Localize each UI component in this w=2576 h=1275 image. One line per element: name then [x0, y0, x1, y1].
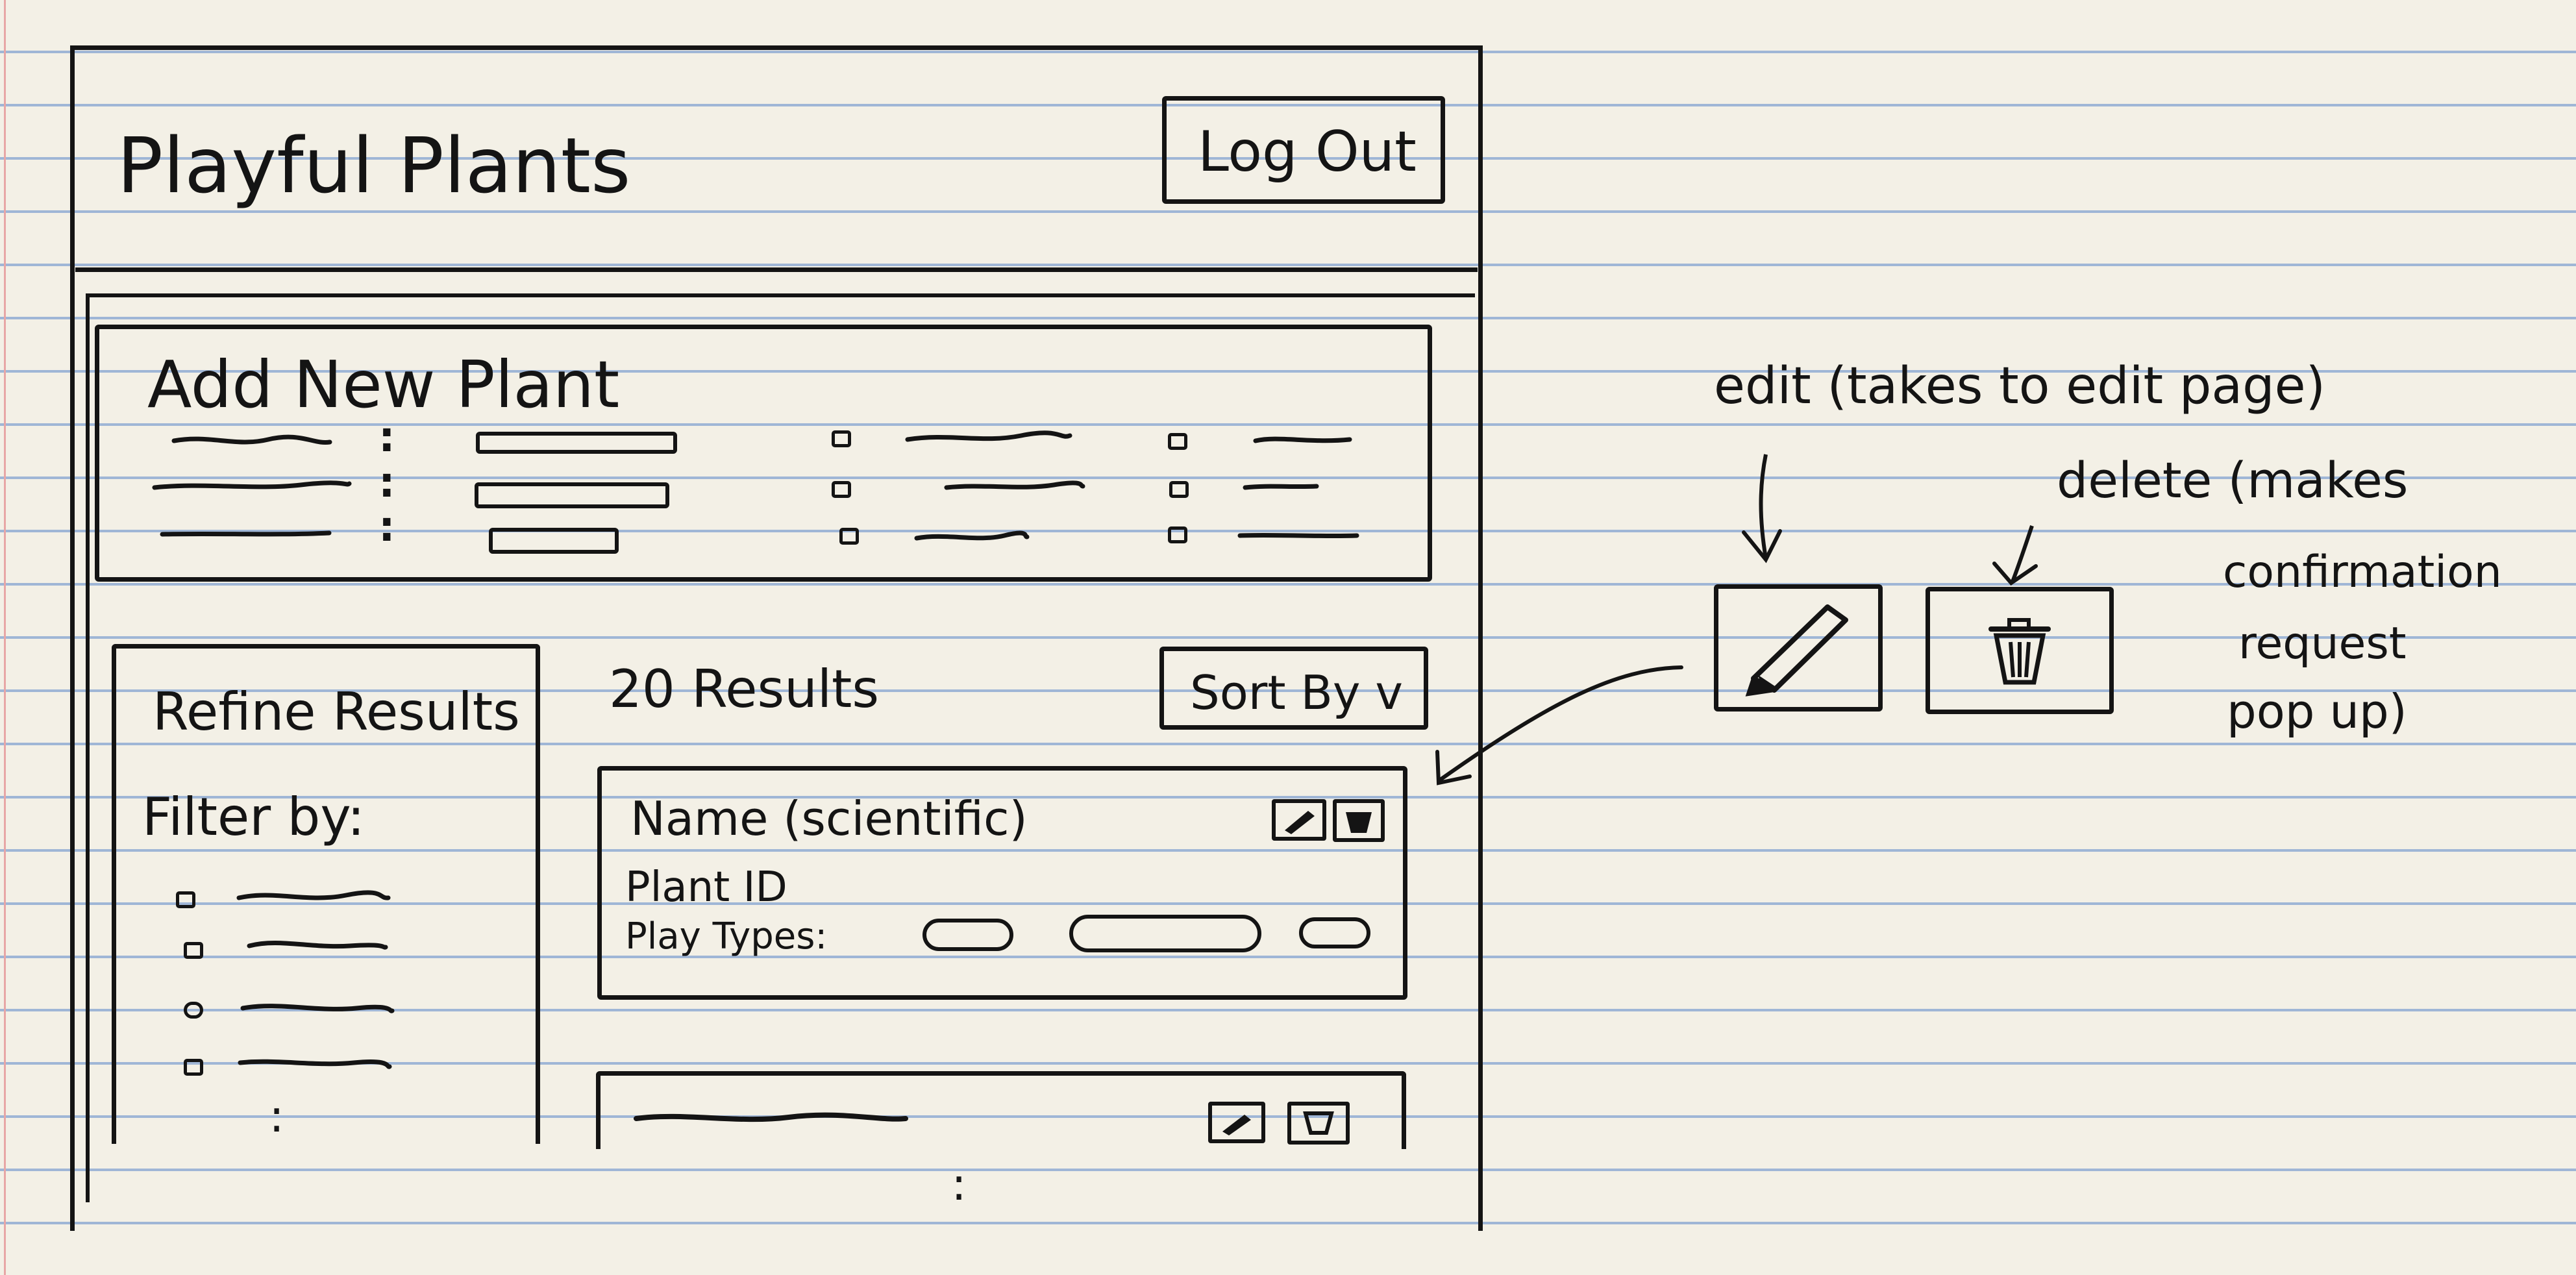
form-checkbox-label-2: [944, 480, 1085, 490]
card-delete-button[interactable]: [1333, 799, 1385, 842]
form-label-2: [152, 480, 352, 490]
card-edit-button[interactable]: [1208, 1102, 1265, 1143]
plant-card: [596, 1071, 1406, 1149]
page-frame: [70, 45, 1483, 1231]
delete-annotation-arrow: [1992, 525, 2038, 586]
form-input-2[interactable]: [475, 482, 669, 508]
pencil-icon: [1745, 604, 1848, 697]
pencil-icon: [1222, 1115, 1251, 1135]
notebook-margin-line: [4, 0, 6, 1275]
plant-id: Plant ID: [625, 863, 787, 911]
add-plant-form: Add New Plant : : :: [95, 325, 1432, 582]
filter-option-3: [240, 1004, 395, 1013]
edit-annotation: edit (takes to edit page): [1714, 357, 2326, 415]
delete-annotation-line-4: pop up): [2227, 684, 2407, 739]
form-input-3[interactable]: [489, 528, 619, 554]
edit-annotation-arrow: [1742, 454, 1782, 563]
form-label-1: [171, 434, 332, 445]
filter-checkbox-1[interactable]: [176, 891, 195, 908]
play-types-label: Play Types:: [625, 915, 828, 958]
form-checkbox-6[interactable]: [1168, 526, 1187, 543]
form-colon-2: :: [378, 459, 395, 507]
edit-icon-detail: [1714, 584, 1883, 712]
form-checkbox-label-3: [914, 530, 1030, 541]
form-checkbox-label-1: [905, 430, 1072, 442]
content-frame: [86, 293, 1475, 1202]
app-title: Playful Plants: [117, 121, 631, 210]
logout-button[interactable]: Log Out: [1162, 96, 1445, 204]
delete-annotation-line-1: delete (makes: [2057, 451, 2409, 509]
form-checkbox-1[interactable]: [832, 430, 851, 447]
header-divider: [75, 267, 1478, 272]
play-type-tag: [1299, 917, 1370, 948]
plant-card: Name (scientific) Plant ID Play Types:: [597, 766, 1407, 1000]
play-type-tag: [923, 919, 1013, 951]
filter-option-2: [247, 940, 388, 950]
delete-icon-detail: [1926, 587, 2114, 714]
delete-annotation-line-2: confirmation: [2223, 547, 2502, 598]
card-edit-button[interactable]: [1272, 799, 1326, 841]
logout-label: Log Out: [1198, 119, 1417, 184]
trash-icon: [1303, 1111, 1334, 1135]
filter-checkbox-3[interactable]: [184, 1002, 203, 1019]
form-colon-1: :: [378, 414, 395, 462]
callout-arrow: [1435, 665, 1683, 786]
filter-checkbox-4[interactable]: [184, 1059, 203, 1076]
add-plant-title: Add New Plant: [147, 347, 620, 423]
form-checkbox-4[interactable]: [1168, 433, 1187, 450]
sort-by-label: Sort By v: [1190, 665, 1403, 720]
trash-icon: [1988, 618, 2051, 685]
filter-checkbox-2[interactable]: [184, 942, 203, 959]
form-checkbox-label-4: [1253, 436, 1352, 443]
plant-name: Name (scientific): [630, 791, 1028, 846]
sort-by-dropdown[interactable]: Sort By v: [1159, 647, 1428, 730]
trash-icon: [1346, 812, 1372, 833]
results-more-ellipsis: · ·: [952, 1153, 967, 1224]
form-label-3: [160, 530, 332, 537]
refine-sidebar: Refine Results Filter by: · ·: [112, 644, 540, 1156]
filter-label: Filter by:: [142, 787, 365, 847]
play-type-tag: [1069, 915, 1261, 952]
filter-option-4: [238, 1059, 392, 1069]
plant-name-placeholder: [634, 1112, 908, 1122]
results-count: 20 Results: [609, 659, 880, 719]
delete-annotation-line-3: request: [2238, 618, 2407, 669]
filter-more-ellipsis: · ·: [269, 1085, 284, 1156]
card-delete-button[interactable]: [1287, 1102, 1350, 1145]
form-checkbox-3[interactable]: [839, 528, 859, 545]
form-checkbox-label-6: [1237, 532, 1359, 539]
form-input-1[interactable]: [476, 432, 677, 454]
form-checkbox-5[interactable]: [1169, 481, 1189, 498]
refine-title: Refine Results: [153, 682, 520, 742]
filter-option-1: [236, 890, 391, 900]
form-colon-3: :: [378, 503, 395, 551]
form-checkbox-2[interactable]: [832, 481, 851, 498]
form-checkbox-label-5: [1243, 484, 1319, 490]
pencil-icon: [1285, 811, 1315, 834]
